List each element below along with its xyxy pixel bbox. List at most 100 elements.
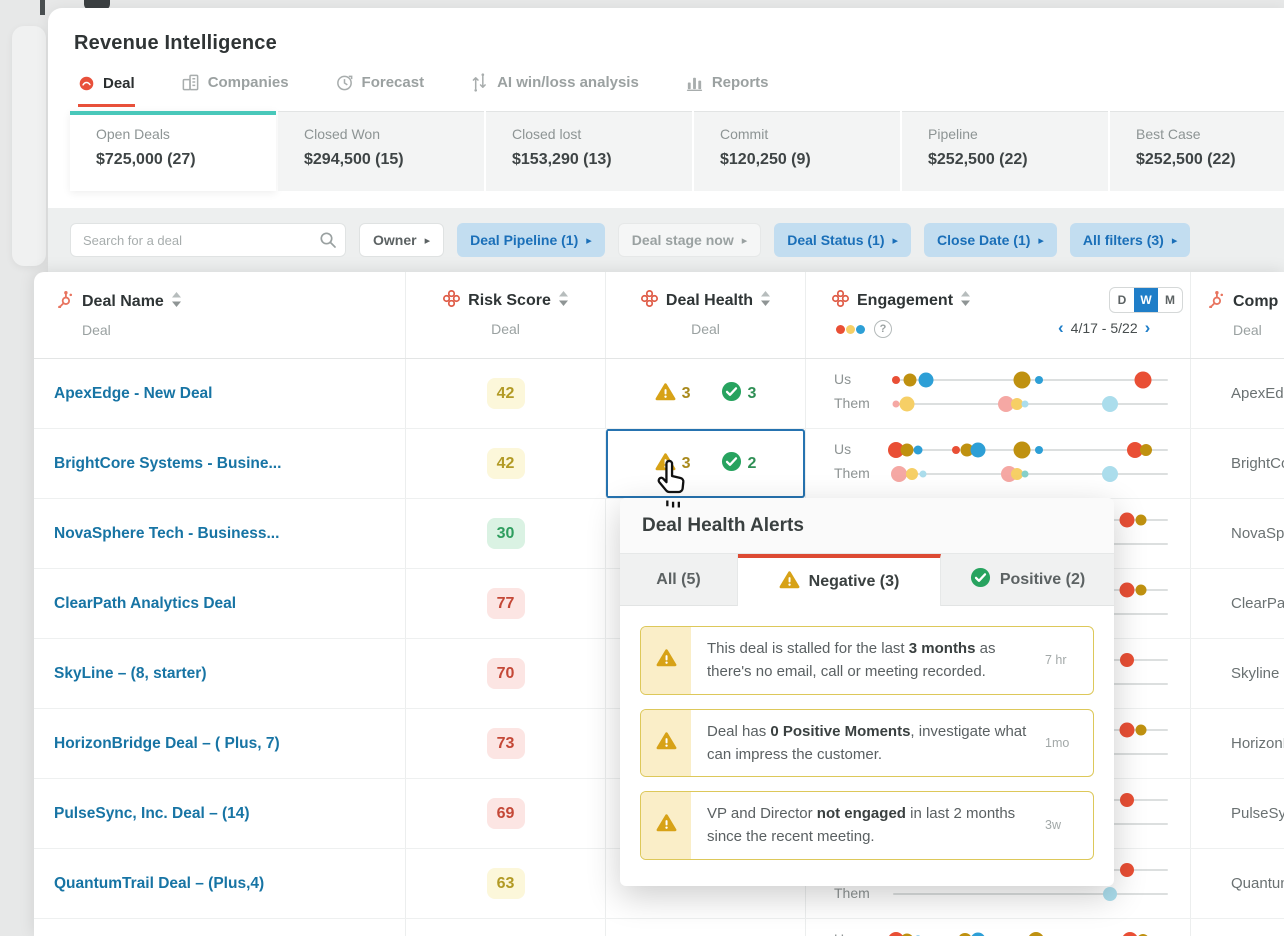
company-name[interactable]: Quantum <box>1231 875 1284 892</box>
engagement-dot-blue <box>970 442 986 458</box>
search-input[interactable] <box>70 223 346 257</box>
tab-deal[interactable]: Deal <box>78 75 135 107</box>
filter-chip-deal-stage-now[interactable]: Deal stage now ▸ <box>617 223 762 257</box>
chip-label: Deal stage now <box>631 232 734 248</box>
company-name[interactable]: HorizonB <box>1231 735 1284 752</box>
column-header-company[interactable]: Comp Deal <box>1190 272 1284 358</box>
company-name[interactable]: ClearPath <box>1231 595 1284 612</box>
risk-score-badge: 42 <box>486 378 525 409</box>
filter-chip-all-filters-3-[interactable]: All filters (3) ▸ <box>1069 223 1191 257</box>
engagement-dot-gold <box>1137 934 1150 936</box>
summary-card-pipeline[interactable]: Pipeline $252,500 (22) <box>902 111 1108 191</box>
risk-score-cell[interactable]: 70 <box>405 639 605 708</box>
risk-score-cell[interactable]: 30 <box>405 499 605 568</box>
period-option-m[interactable]: M <box>1165 293 1175 307</box>
tab-companies[interactable]: Companies <box>181 73 289 107</box>
deal-health-cell[interactable] <box>605 919 805 936</box>
prev-period-icon[interactable]: ‹ <box>1058 318 1064 337</box>
tab-reports[interactable]: Reports <box>685 73 769 107</box>
deal-name-link[interactable]: SkyLine – (8, starter) <box>54 664 207 682</box>
company-name[interactable]: PulseSync <box>1231 805 1284 822</box>
chip-label: Close Date (1) <box>937 232 1031 248</box>
sort-icon[interactable] <box>761 291 771 311</box>
deal-health-cell[interactable] <box>605 709 805 778</box>
risk-score-cell[interactable]: 42 <box>405 359 605 428</box>
sort-icon[interactable] <box>961 291 971 311</box>
risk-score-cell[interactable]: 63 <box>405 849 605 918</box>
engagement-dot-lblue <box>1102 396 1119 412</box>
deal-name-cell: SkyLine – (8, starter) <box>34 639 405 708</box>
risk-score-cell[interactable]: 42 <box>405 429 605 498</box>
engagement-dot-yellow <box>906 468 919 480</box>
filter-chip-close-date-1-[interactable]: Close Date (1) ▸ <box>924 223 1057 257</box>
engagement-dot-yellow <box>1010 468 1023 480</box>
engagement-dot-gold <box>1135 514 1146 526</box>
risk-score-cell[interactable]: 73 <box>405 709 605 778</box>
deal-name-link[interactable]: HorizonBridge Deal – ( Plus, 7) <box>54 734 280 752</box>
sort-icon[interactable] <box>171 291 181 312</box>
risk-score-cell[interactable] <box>405 919 605 936</box>
deal-health-cell[interactable] <box>605 849 805 918</box>
positive-alerts: 2 <box>721 451 756 477</box>
popup-tab-negative-3-[interactable]: Negative (3) <box>738 554 941 606</box>
deal-name-link[interactable]: NovaSphere Tech - Business... <box>54 524 280 542</box>
tab-ai-win-loss-analysis[interactable]: AI win/loss analysis <box>470 73 639 107</box>
column-header-deal-name[interactable]: Deal Name Deal <box>34 272 405 358</box>
alert-card: Deal has 0 Positive Moments, investigate… <box>640 708 1094 777</box>
deal-name-link[interactable]: BrightCore Systems - Busine... <box>54 454 282 472</box>
popup-tab-positive-2-[interactable]: Positive (2) <box>941 554 1114 606</box>
deal-name-link[interactable]: QuantumTrail Deal – (Plus,4) <box>54 874 265 892</box>
column-header-risk-score[interactable]: Risk Score Deal <box>405 272 605 358</box>
alert-message: This deal is stalled for the last 3 mont… <box>707 640 996 681</box>
summary-card-closed-won[interactable]: Closed Won $294,500 (15) <box>278 111 484 191</box>
tab-forecast[interactable]: Forecast <box>335 73 424 107</box>
next-period-icon[interactable]: › <box>1144 318 1151 337</box>
deal-health-cell[interactable] <box>605 639 805 708</box>
chip-label: Deal Pipeline (1) <box>470 232 579 248</box>
engagement-dot-yellow <box>1010 398 1023 410</box>
deal-health-cell[interactable] <box>605 569 805 638</box>
popup-tab-bar: All (5) Negative (3) Positive (2) <box>620 554 1114 606</box>
popup-tab-label: All (5) <box>656 570 701 588</box>
column-header-deal-health[interactable]: Deal Health Deal <box>605 272 805 358</box>
deal-name-link[interactable]: ClearPath Analytics Deal <box>54 594 237 612</box>
popup-tab-all-5-[interactable]: All (5) <box>620 554 738 606</box>
deal-health-alerts-popup: Deal Health Alerts All (5) Negative (3) Po… <box>620 498 1114 886</box>
filter-chip-owner[interactable]: Owner ▸ <box>359 223 445 257</box>
deal-name-link[interactable]: PulseSync, Inc. Deal – (14) <box>54 804 250 822</box>
summary-card-closed-lost[interactable]: Closed lost $153,290 (13) <box>486 111 692 191</box>
chevron-right-icon: ▸ <box>1171 234 1178 247</box>
company-name[interactable]: ApexEdge <box>1231 385 1284 402</box>
sort-icon[interactable] <box>558 291 568 311</box>
company-name[interactable]: BrightCor <box>1231 455 1284 472</box>
company-name[interactable]: NovaSphe <box>1231 525 1284 542</box>
help-icon[interactable]: ? <box>874 320 892 338</box>
deal-health-cell[interactable] <box>605 499 805 568</box>
engagement-dot-red <box>1119 722 1135 738</box>
company-name[interactable]: Skyline <box>1231 665 1280 682</box>
filter-chip-deal-pipeline-1-[interactable]: Deal Pipeline (1) ▸ <box>457 223 605 257</box>
period-option-d[interactable]: D <box>1117 293 1127 307</box>
deal-name-cell: NovaSphere Tech - Business... <box>34 499 405 568</box>
filter-chip-deal-status-1-[interactable]: Deal Status (1) ▸ <box>774 223 912 257</box>
risk-score-cell[interactable]: 77 <box>405 569 605 638</box>
column-title: Risk Score <box>468 292 551 309</box>
deal-health-cell[interactable] <box>605 779 805 848</box>
summary-card-open-deals[interactable]: Open Deals $725,000 (27) <box>70 111 276 191</box>
summary-card-label: Best Case <box>1136 126 1201 142</box>
chip-label: All filters (3) <box>1082 232 1164 248</box>
negative-count: 3 <box>681 454 691 472</box>
engagement-dot-teal <box>1021 470 1029 478</box>
summary-card-commit[interactable]: Commit $120,250 (9) <box>694 111 900 191</box>
deal-name-link[interactable]: ApexEdge - New Deal <box>54 384 213 402</box>
engagement-dot-gold <box>1013 371 1031 389</box>
risk-score-cell[interactable]: 69 <box>405 779 605 848</box>
period-option-w[interactable]: W <box>1134 288 1158 312</box>
summary-card-best-case[interactable]: Best Case $252,500 (22) <box>1110 111 1284 191</box>
